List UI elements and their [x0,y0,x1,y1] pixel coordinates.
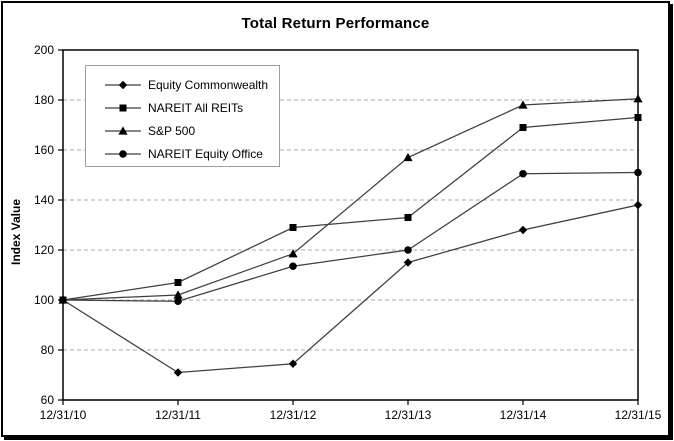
y-axis-tick-label: 200 [34,43,54,57]
legend-item: S&P 500 [86,120,279,143]
legend-marker-square-icon [105,104,141,112]
data-point-marker [404,214,412,221]
data-point-marker [634,114,642,121]
data-point-marker [634,168,642,177]
data-point-marker [403,152,413,162]
x-axis-tick-label: 12/31/13 [385,408,432,422]
y-axis-tick-label: 100 [34,293,54,307]
series-line-circle [62,171,639,302]
legend-marker-diamond-icon [105,80,141,89]
data-point-marker [173,290,183,299]
data-point-marker [633,200,643,210]
legend-label: NAREIT Equity Office [148,147,263,162]
legend: Equity Commonwealth NAREIT All REITs S&P 5… [85,65,280,167]
y-axis-tick-label: 160 [34,143,54,157]
legend-label: S&P 500 [148,124,196,139]
y-axis-tick-label: 140 [34,193,54,207]
data-point-marker [404,246,412,254]
x-axis-tick-label: 12/31/10 [40,408,87,422]
series-line-diamond [62,204,639,374]
data-point-marker [59,296,67,304]
legend-item: Equity Commonwealth [86,73,279,96]
data-point-marker [289,224,297,231]
data-point-marker [633,94,643,103]
y-axis-tick-label: 180 [34,93,54,107]
chart-plot-area: 60 80 100 120 140 160 180 200 12/31/10 12/31/11 12… [34,43,662,422]
data-point-marker [174,279,182,286]
y-axis-tick-label: 120 [34,243,54,257]
x-axis-tick-label: 12/31/15 [615,408,662,422]
legend-label: NAREIT All REITs [148,100,244,115]
data-point-marker [403,258,413,267]
series-line-triangle [62,98,639,301]
data-point-marker [174,297,182,306]
legend-marker-triangle-icon [105,126,141,135]
data-point-marker [288,359,298,368]
data-point-marker [289,262,297,271]
axis-border [62,49,639,401]
legend-item: NAREIT Equity Office [86,143,279,166]
data-point-marker [519,124,527,131]
x-axis-tick-label: 12/31/12 [270,408,317,422]
chart-title: Total Return Performance [241,15,430,32]
data-point-marker [173,368,183,377]
legend-marker-circle-icon [105,150,141,159]
y-axis-tick-label: 80 [41,343,55,357]
data-point-marker [519,169,527,178]
data-point-marker [518,225,528,235]
legend-item: NAREIT All REITs [86,96,279,119]
x-axis-tick-label: 12/31/14 [500,408,547,422]
series-line-square [62,116,639,301]
legend-label: Equity Commonwealth [148,77,269,92]
x-axis-tick-label: 12/31/11 [155,408,201,422]
data-point-marker [288,249,298,258]
data-point-marker [518,100,528,109]
y-axis-tick-label: 60 [41,393,55,407]
